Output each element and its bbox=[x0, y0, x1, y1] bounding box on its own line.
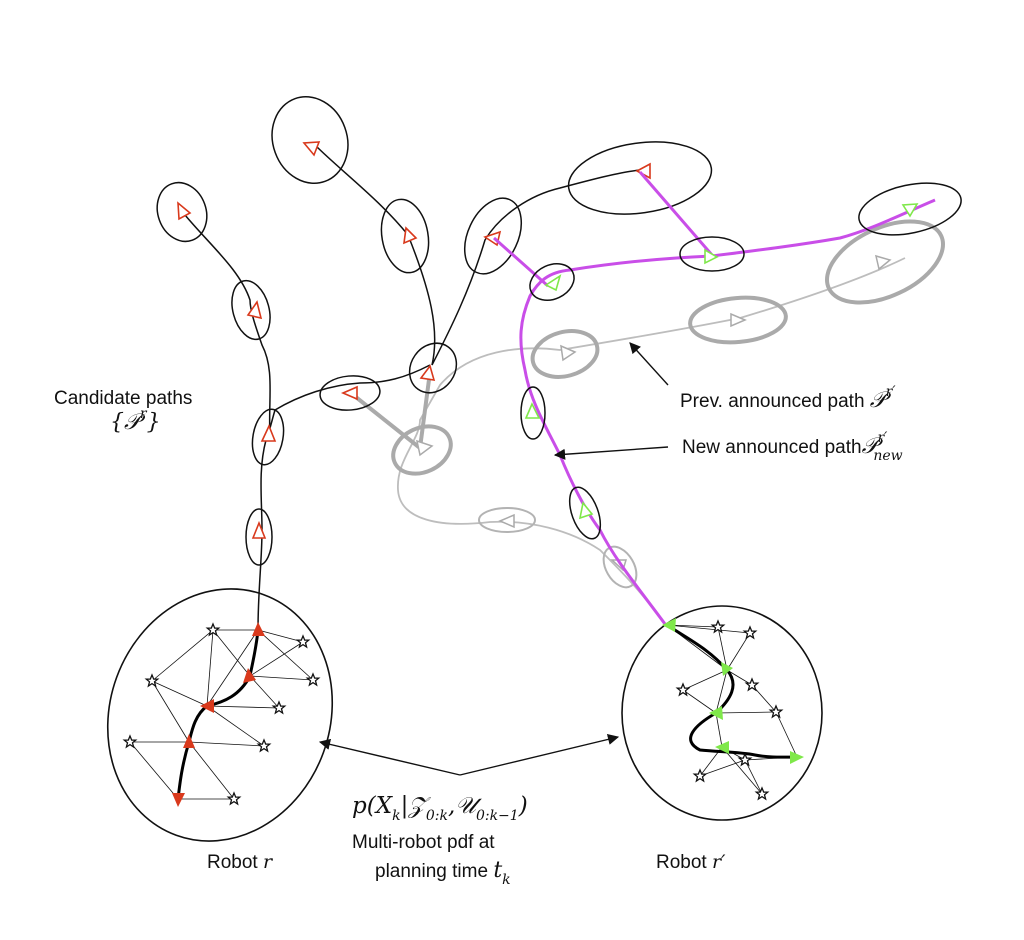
prev-ellipse-5 bbox=[688, 295, 788, 345]
candidate-path-right-branch bbox=[431, 169, 641, 366]
candidate-ellipse-3 bbox=[231, 279, 271, 341]
prev-ellipse-1 bbox=[391, 424, 453, 476]
robot-r-text: Robot bbox=[207, 852, 258, 873]
robot-r-prime-poses bbox=[662, 618, 804, 764]
robot-r-prime-symbol: r′ bbox=[711, 851, 726, 873]
pdf-formula-head: p(X bbox=[352, 793, 393, 819]
candidate-paths-sup: r bbox=[139, 406, 147, 422]
prev-ellipse-2 bbox=[478, 507, 536, 533]
new-arrow-5 bbox=[578, 501, 594, 520]
new-ellipse-2 bbox=[679, 236, 745, 272]
candidate-ellipse-9 bbox=[463, 197, 523, 275]
prev-path-sup: r′ bbox=[885, 384, 896, 400]
robot-r-trajectory bbox=[176, 629, 260, 800]
pdf-formula: p(Xk|𝒵0:k,𝒰0:k−1) bbox=[352, 793, 528, 824]
new-path-sup: r′ bbox=[877, 430, 888, 446]
robot-r-prime-text: Robot bbox=[656, 852, 707, 873]
new-arrow-1 bbox=[544, 274, 562, 292]
prev-ellipse-4 bbox=[530, 329, 600, 379]
robot-r-prime-ellipse bbox=[621, 605, 823, 821]
new-ellipse-3 bbox=[858, 182, 962, 236]
robot-r-symbol: r bbox=[262, 851, 273, 873]
new-path-text: New announced path bbox=[682, 437, 862, 458]
prev-path-text: Prev. announced path bbox=[680, 391, 865, 412]
new-arrow-4 bbox=[524, 402, 541, 419]
candidate-arrow-2 bbox=[260, 423, 277, 442]
prev-arrow-1 bbox=[415, 439, 434, 457]
pdf-caption-k: k bbox=[502, 872, 511, 888]
candidate-arrow-6 bbox=[419, 364, 436, 381]
pdf-formula-k: k bbox=[392, 808, 401, 824]
new-arrow-2 bbox=[704, 248, 719, 265]
candidate-ellipse-8 bbox=[271, 96, 349, 184]
new-announced-path-group bbox=[493, 171, 962, 625]
candidate-path-left-branch bbox=[184, 214, 271, 438]
candidate-ellipse-6 bbox=[408, 342, 458, 394]
prev-arrow-2 bbox=[498, 513, 515, 529]
prev-connector-1 bbox=[350, 392, 422, 450]
pdf-formula-sub1: 0:k bbox=[425, 808, 448, 824]
candidate-path-trunk bbox=[257, 364, 431, 631]
robot-r-prime-label: Robot r′ bbox=[656, 851, 726, 873]
candidate-arrow-7 bbox=[403, 226, 418, 245]
prev-arrow-5 bbox=[730, 312, 747, 328]
candidate-ellipse-10 bbox=[567, 141, 713, 215]
prev-path-pointer bbox=[629, 342, 669, 386]
pdf-formula-sub2: 0:k−1 bbox=[475, 808, 519, 824]
candidate-arrow-4 bbox=[177, 201, 192, 221]
robot-r-prime-landmarks bbox=[676, 620, 783, 800]
new-path-label: New announced path𝒫r′ new bbox=[682, 431, 903, 463]
candidate-ellipse-4 bbox=[156, 181, 208, 243]
pdf-pointer-right bbox=[459, 733, 620, 776]
new-ellipse-4 bbox=[520, 386, 546, 440]
candidate-arrow-3 bbox=[246, 300, 263, 320]
candidate-paths-close: } bbox=[146, 410, 161, 435]
annotation-arrows bbox=[318, 342, 669, 776]
prev-arrow-6 bbox=[874, 254, 892, 271]
new-connector-1 bbox=[493, 236, 549, 288]
robot-r-edges bbox=[129, 629, 314, 800]
new-connector-2 bbox=[638, 171, 714, 256]
pdf-caption-text: planning time bbox=[375, 861, 489, 882]
robot-r-prime-group bbox=[621, 605, 823, 821]
pdf-caption-t: t bbox=[493, 858, 503, 883]
new-ellipse-5 bbox=[568, 486, 602, 540]
candidate-ellipse-7 bbox=[380, 198, 430, 274]
pdf-caption-line2: planning time tk bbox=[375, 858, 511, 888]
robot-r-poses bbox=[172, 622, 265, 807]
robot-r-group bbox=[106, 588, 334, 842]
candidate-paths-math: {𝒫r} bbox=[110, 407, 161, 435]
pdf-formula-z: |𝒵 bbox=[400, 793, 426, 819]
pdf-pointer-left bbox=[318, 738, 461, 776]
candidate-paths-label: Candidate paths bbox=[54, 388, 193, 409]
new-path-sub: new bbox=[873, 448, 903, 464]
candidate-arrow-1 bbox=[251, 520, 267, 539]
new-path-symbol: 𝒫 bbox=[861, 434, 878, 459]
candidate-arrow-5 bbox=[340, 385, 358, 401]
new-arrow-3 bbox=[901, 203, 919, 218]
robot-r-label: Robot r bbox=[207, 851, 273, 873]
candidate-ellipse-5 bbox=[319, 375, 381, 411]
prev-path-symbol: 𝒫 bbox=[869, 388, 886, 413]
pdf-formula-close: ) bbox=[518, 793, 528, 819]
candidate-paths-group bbox=[156, 96, 713, 631]
prev-arrow-4 bbox=[560, 344, 577, 362]
robot-r-prime-trajectory bbox=[666, 623, 798, 759]
pdf-caption-line1: Multi-robot pdf at bbox=[352, 832, 495, 853]
new-path-pointer bbox=[553, 446, 669, 460]
candidate-ellipse-2 bbox=[251, 408, 285, 466]
new-ellipse-1 bbox=[529, 263, 575, 301]
candidate-paths-set: {𝒫 bbox=[110, 410, 140, 435]
prev-announced-path-group bbox=[350, 219, 945, 625]
prev-path-label: Prev. announced path 𝒫r′ bbox=[680, 385, 896, 413]
candidate-arrow-8 bbox=[302, 141, 321, 157]
pdf-formula-u: ,𝒰 bbox=[447, 793, 476, 819]
robot-r-ellipse bbox=[106, 588, 334, 842]
candidate-ellipse-1 bbox=[245, 508, 273, 566]
prev-connector-2 bbox=[418, 371, 432, 449]
